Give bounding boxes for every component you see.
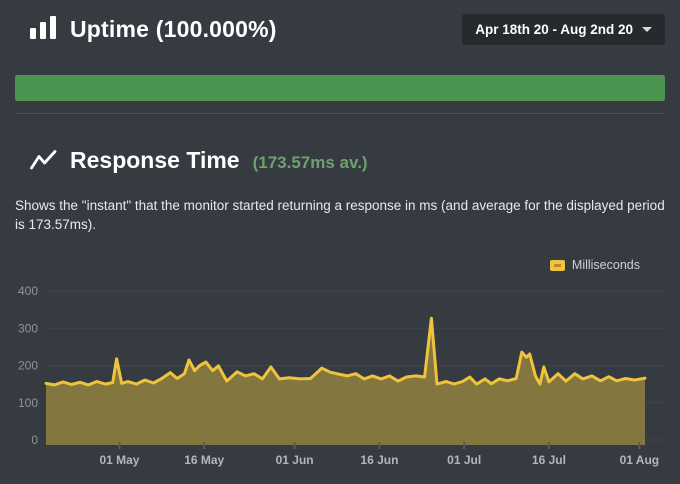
- x-axis-tick-label: 01 Aug: [620, 453, 660, 467]
- series-line: [44, 317, 647, 387]
- response-time-chart-area: 0 100 200 300 400 01 May 16 May 01 Jun 16 Jun 01 …: [0, 282, 680, 484]
- x-axis-tick-label: 16 Jun: [360, 453, 398, 467]
- x-axis-tick-label: 01 Jun: [276, 453, 314, 467]
- x-axis-tick-label: 01 Jul: [447, 453, 481, 467]
- uptime-title-group: Uptime (100.000%): [30, 15, 277, 44]
- date-range-label: Apr 18th 20 - Aug 2nd 20: [475, 22, 633, 37]
- uptime-header: Uptime (100.000%) Apr 18th 20 - Aug 2nd …: [15, 14, 665, 45]
- uptime-status-bar: [15, 75, 665, 101]
- y-axis-tick-label: 400: [18, 284, 38, 298]
- uptime-title: Uptime (100.000%): [70, 16, 277, 42]
- x-axis-tick-label: 01 May: [99, 453, 139, 467]
- response-time-header: Response Time (173.57ms av.): [30, 147, 665, 174]
- x-axis-tick-label: 16 May: [184, 453, 224, 467]
- legend-item-milliseconds[interactable]: Milliseconds: [571, 258, 640, 273]
- section-divider: [15, 113, 665, 114]
- line-chart-icon: [30, 149, 57, 172]
- legend-marker-icon: [549, 259, 565, 271]
- y-axis-tick-label: 0: [31, 433, 38, 447]
- x-axis-tick-label: 16 Jul: [532, 453, 566, 467]
- series-area-fill: [46, 318, 645, 446]
- response-time-description: Shows the "instant" that the monitor sta…: [15, 198, 665, 233]
- y-axis-tick-label: 200: [18, 359, 38, 373]
- chevron-down-icon: [642, 27, 652, 32]
- date-range-selector[interactable]: Apr 18th 20 - Aug 2nd 20: [462, 14, 665, 45]
- bar-chart-icon: [30, 15, 57, 44]
- y-axis-tick-label: 100: [18, 396, 38, 410]
- y-axis-tick-label: 300: [18, 322, 38, 336]
- chart-legend: Milliseconds: [15, 258, 640, 272]
- response-time-title: Response Time: [70, 147, 240, 173]
- response-time-chart[interactable]: 0 100 200 300 400 01 May 16 May 01 Jun 16 Jun 01 …: [0, 282, 680, 484]
- response-time-average: (173.57ms av.): [252, 153, 368, 172]
